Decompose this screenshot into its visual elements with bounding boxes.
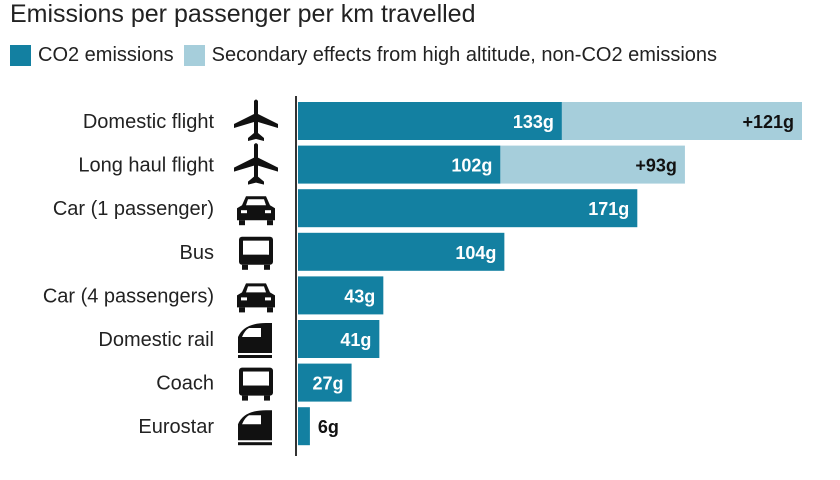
value-label-co2: 104g	[455, 243, 496, 263]
legend-item-co2: CO2 emissions	[10, 44, 174, 67]
legend: CO2 emissions Secondary effects from hig…	[10, 44, 727, 67]
bar-co2	[298, 276, 384, 315]
plane-icon	[234, 143, 278, 185]
value-label-secondary: +121g	[742, 112, 794, 132]
bus-icon	[239, 236, 273, 270]
legend-label-secondary: Secondary effects from high altitude, no…	[211, 44, 718, 66]
value-label-secondary: +93g	[635, 156, 677, 176]
bus-icon	[239, 367, 273, 401]
category-label: Eurostar	[138, 416, 214, 438]
value-label-co2: 27g	[313, 374, 344, 394]
bar-co2	[298, 363, 352, 402]
value-label-co2: 41g	[340, 330, 371, 350]
legend-swatch-co2	[10, 45, 31, 66]
train-icon	[238, 323, 272, 358]
car-icon	[237, 196, 275, 226]
legend-label-co2: CO2 emissions	[38, 44, 174, 66]
category-label: Long haul flight	[78, 155, 214, 177]
category-label: Car (4 passengers)	[43, 285, 214, 307]
legend-item-secondary: Secondary effects from high altitude, no…	[183, 44, 718, 67]
value-label-co2: 133g	[513, 112, 554, 132]
bar-co2	[298, 189, 638, 228]
bar-co2	[298, 407, 310, 446]
bar-co2	[298, 102, 562, 140]
category-label: Car (1 passenger)	[53, 198, 214, 220]
bar-secondary	[561, 102, 802, 140]
bar-co2	[298, 320, 380, 358]
car-icon	[237, 283, 275, 313]
train-icon	[238, 410, 272, 446]
category-label: Bus	[180, 242, 214, 264]
value-label-co2: 171g	[588, 199, 629, 219]
bar-co2	[298, 145, 501, 184]
category-label: Coach	[156, 373, 214, 395]
bar-secondary	[500, 145, 685, 184]
value-label-co2: 102g	[451, 156, 492, 176]
category-label: Domestic flight	[83, 111, 215, 133]
chart-title: Emissions per passenger per km travelled	[10, 0, 476, 28]
plane-icon	[234, 99, 278, 141]
value-label-co2: 6g	[318, 417, 339, 437]
value-label-co2: 43g	[344, 286, 375, 306]
category-label: Domestic rail	[98, 329, 214, 351]
legend-swatch-secondary	[183, 45, 205, 66]
bar-co2	[298, 232, 505, 271]
